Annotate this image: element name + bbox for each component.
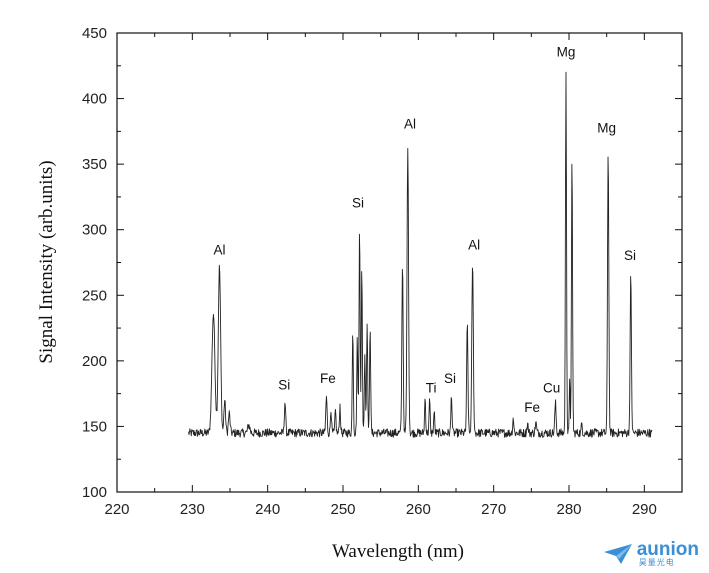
peak-label-si: Si <box>352 195 364 210</box>
y-tick-label: 450 <box>82 25 107 42</box>
y-tick-label: 150 <box>82 418 107 435</box>
paper-plane-icon <box>603 543 632 564</box>
y-tick-label: 350 <box>82 156 107 173</box>
y-tick-label: 300 <box>82 222 107 239</box>
peak-label-mg: Mg <box>557 45 576 60</box>
logo-subtitle: 昊量光电 <box>638 558 675 567</box>
brand-logo: aunion 昊量光电 <box>603 540 699 567</box>
x-tick-label: 250 <box>330 501 355 518</box>
x-tick-label: 290 <box>632 501 657 518</box>
peak-label-mg: Mg <box>597 121 616 136</box>
peak-label-ti: Ti <box>426 380 437 395</box>
peak-label-fe: Fe <box>524 400 540 415</box>
plot-frame <box>116 32 683 493</box>
x-tick-label: 240 <box>255 501 280 518</box>
peak-label-cu: Cu <box>543 380 560 395</box>
x-tick-label: 280 <box>556 501 581 518</box>
x-axis-title: Wavelength (nm) <box>332 541 464 562</box>
peak-label-si: Si <box>444 371 456 386</box>
y-tick-label: 100 <box>82 484 107 501</box>
spectrum-line <box>188 71 653 438</box>
y-tick-label: 250 <box>82 287 107 304</box>
peak-label-fe: Fe <box>320 371 336 386</box>
peak-label-al: Al <box>404 117 416 132</box>
x-tick-label: 270 <box>481 501 506 518</box>
spectrum-series <box>188 71 653 438</box>
y-axis-title: Signal Intensity (arb.units) <box>36 160 57 363</box>
peak-label-si: Si <box>624 248 636 263</box>
x-tick-label: 220 <box>104 501 129 518</box>
peak-label-al: Al <box>468 237 480 252</box>
peak-label-si: Si <box>278 378 290 393</box>
y-tick-label: 400 <box>82 91 107 108</box>
peak-label-al: Al <box>213 243 225 258</box>
axes: 220 230 240 250 260 270 280 290 100 150 200 250 300 3… <box>82 25 683 518</box>
x-tick-label: 260 <box>406 501 431 518</box>
y-tick-label: 200 <box>82 353 107 370</box>
x-tick-label: 230 <box>180 501 205 518</box>
logo-name: aunion <box>636 539 699 560</box>
